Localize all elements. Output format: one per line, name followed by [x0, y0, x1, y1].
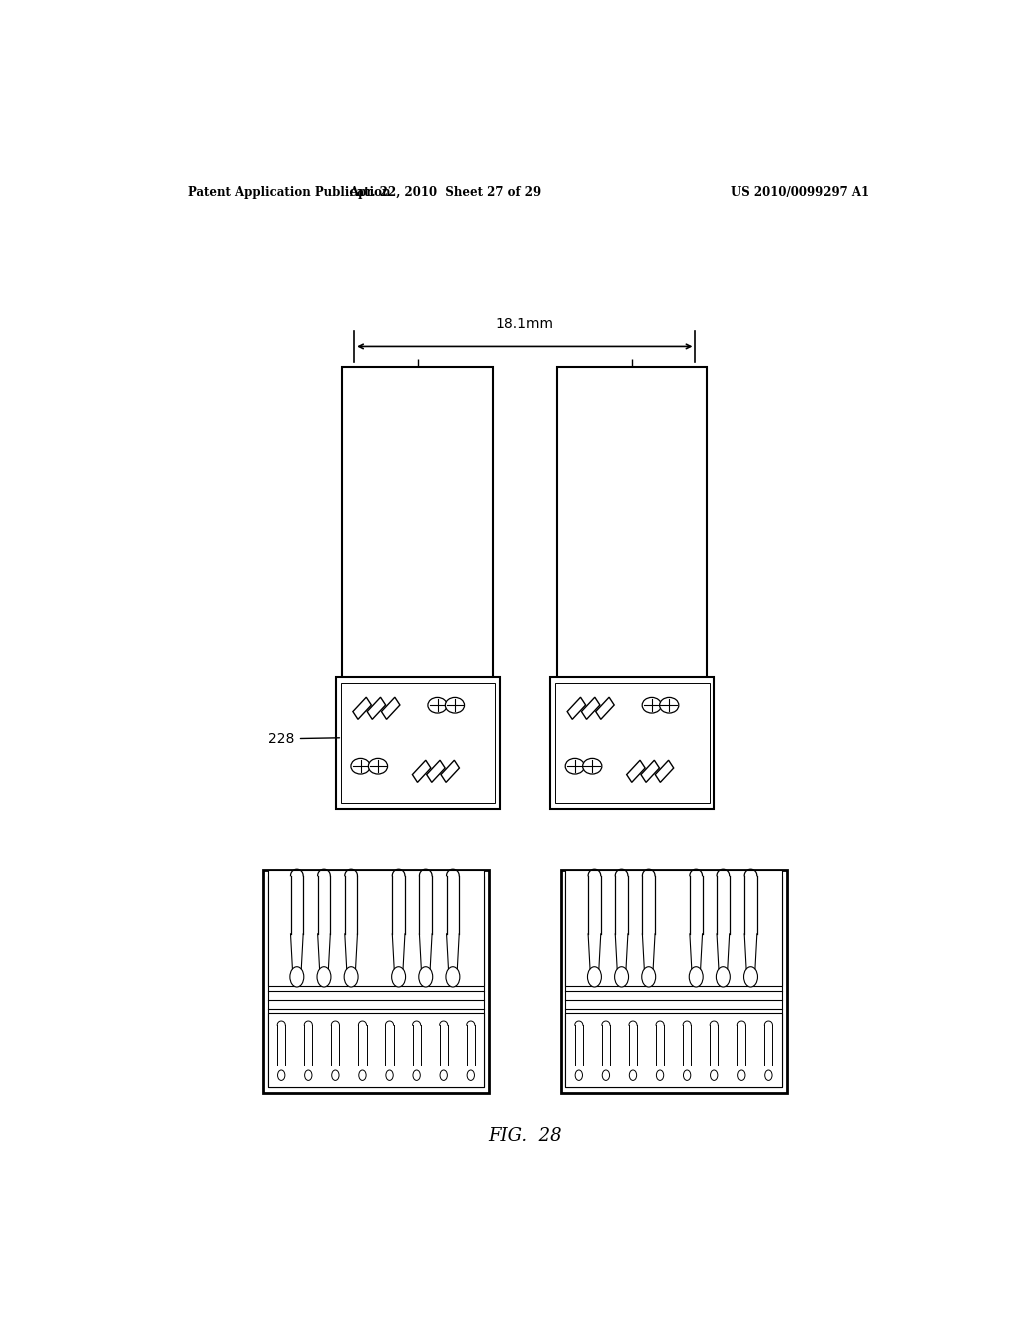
Ellipse shape	[391, 966, 406, 987]
Bar	[596, 697, 614, 719]
Ellipse shape	[575, 1071, 583, 1080]
Ellipse shape	[332, 1071, 339, 1080]
Ellipse shape	[588, 966, 601, 987]
Text: Apr. 22, 2010  Sheet 27 of 29: Apr. 22, 2010 Sheet 27 of 29	[349, 186, 542, 199]
Text: FIG.  28: FIG. 28	[488, 1127, 561, 1146]
Bar	[565, 876, 782, 1088]
Ellipse shape	[711, 1071, 718, 1080]
Ellipse shape	[428, 697, 447, 713]
Ellipse shape	[656, 1071, 664, 1080]
Bar	[560, 870, 786, 1093]
Ellipse shape	[737, 1071, 745, 1080]
Ellipse shape	[317, 966, 331, 987]
Ellipse shape	[344, 966, 358, 987]
Bar	[427, 760, 445, 783]
Ellipse shape	[369, 759, 388, 774]
Bar	[341, 682, 496, 803]
Bar	[342, 367, 494, 733]
Bar	[368, 697, 386, 719]
Bar	[582, 697, 600, 719]
Ellipse shape	[304, 1071, 312, 1080]
Ellipse shape	[351, 759, 370, 774]
Ellipse shape	[765, 1071, 772, 1080]
Ellipse shape	[386, 1071, 393, 1080]
Ellipse shape	[743, 966, 758, 987]
Bar	[441, 760, 460, 783]
Ellipse shape	[614, 966, 629, 987]
Bar	[550, 677, 715, 809]
Ellipse shape	[602, 1071, 609, 1080]
Ellipse shape	[445, 966, 460, 987]
Ellipse shape	[642, 966, 655, 987]
Ellipse shape	[689, 966, 703, 987]
Ellipse shape	[278, 1071, 285, 1080]
Bar	[353, 697, 372, 719]
Ellipse shape	[717, 966, 730, 987]
Bar	[413, 760, 431, 783]
Bar	[557, 367, 708, 733]
Ellipse shape	[630, 1071, 637, 1080]
Ellipse shape	[565, 759, 585, 774]
Bar	[565, 870, 782, 986]
Bar	[336, 677, 500, 809]
Ellipse shape	[440, 1071, 447, 1080]
Bar	[565, 1012, 782, 1088]
Ellipse shape	[413, 1071, 420, 1080]
Bar	[267, 870, 484, 986]
Ellipse shape	[467, 1071, 474, 1080]
Text: Patent Application Publication: Patent Application Publication	[187, 186, 390, 199]
Bar	[267, 876, 484, 1088]
Ellipse shape	[683, 1071, 691, 1080]
Bar	[267, 1012, 484, 1088]
Bar	[627, 760, 645, 783]
Bar	[655, 760, 674, 783]
Ellipse shape	[445, 697, 465, 713]
Text: 228: 228	[268, 731, 340, 746]
Ellipse shape	[358, 1071, 367, 1080]
Ellipse shape	[290, 966, 304, 987]
Text: 18.1mm: 18.1mm	[496, 317, 554, 331]
Bar	[641, 760, 659, 783]
Ellipse shape	[659, 697, 679, 713]
Bar	[382, 697, 400, 719]
Ellipse shape	[642, 697, 662, 713]
Bar	[263, 870, 489, 1093]
Bar	[555, 682, 710, 803]
Text: US 2010/0099297 A1: US 2010/0099297 A1	[731, 186, 869, 199]
Bar	[567, 697, 586, 719]
Ellipse shape	[583, 759, 602, 774]
Ellipse shape	[419, 966, 433, 987]
